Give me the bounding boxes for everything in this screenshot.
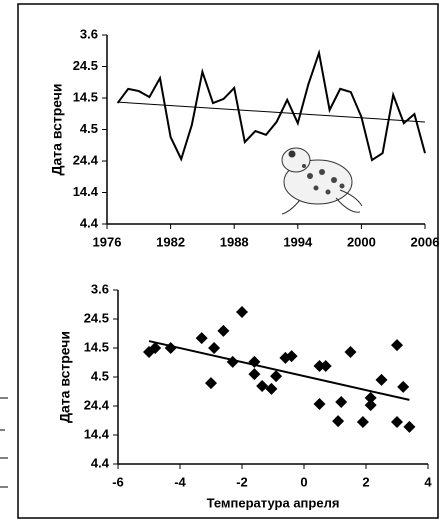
trend-line (117, 101, 426, 123)
data-line (116, 49, 426, 162)
y-tick-label: 4.4 (80, 215, 99, 230)
x-tick-label: -4 (174, 474, 186, 489)
x-tick-label: -6 (112, 474, 124, 489)
margin-marks (0, 397, 8, 488)
scatter-point (391, 415, 403, 428)
x-tick-label: 2 (362, 474, 369, 489)
y-tick-label: 24.4 (84, 397, 110, 412)
x-tick-label: 4 (424, 474, 432, 489)
x-tick-label: -2 (236, 474, 248, 489)
y-tick-label: 3.6 (91, 281, 109, 296)
x-tick-label: 1988 (220, 234, 249, 249)
scatter-point (270, 370, 283, 383)
frog-illustration (281, 147, 363, 215)
scatter-point (205, 377, 217, 390)
scatter-point (332, 415, 345, 428)
x-tick-label: 1982 (156, 234, 185, 249)
scatter-point (248, 355, 261, 368)
scatter-point (391, 339, 403, 352)
scatter-point (319, 359, 332, 372)
scatter-point (195, 332, 208, 345)
scatter-point (375, 373, 388, 386)
scatter-point (313, 397, 326, 410)
y-tick-label: 4.5 (80, 121, 98, 136)
scatter-point (208, 342, 221, 354)
scatter-point (285, 350, 298, 363)
y-tick-label: 14.4 (84, 426, 110, 441)
scatter-point (364, 399, 377, 412)
x-tick-label: 2006 (411, 234, 440, 249)
y-tick-label: 24.4 (73, 152, 99, 167)
scatter-point (248, 368, 261, 381)
scatter-point (313, 359, 326, 372)
x-tick-label: 0 (300, 474, 307, 489)
scatter-point (403, 420, 416, 433)
y-tick-label: 14.4 (73, 184, 99, 199)
scatter-point (364, 391, 377, 404)
y-tick-label: 14.5 (73, 89, 98, 104)
y-tick-label: 14.5 (84, 339, 109, 354)
scatter-point (149, 342, 162, 354)
x-tick-label: 1994 (283, 234, 313, 249)
frame (17, 3, 439, 519)
scatter-point (256, 379, 269, 392)
trend-line (148, 340, 410, 401)
scatter-point (397, 380, 410, 393)
scatter-point (265, 382, 278, 395)
scatter-point (164, 342, 177, 354)
x-axis-title: Температура апреля (207, 495, 340, 510)
y-axis-title: Дата встречи (57, 331, 73, 423)
x-tick-label: 1976 (93, 234, 122, 249)
scatter-point (335, 395, 348, 408)
y-tick-label: 4.5 (91, 368, 109, 383)
y-tick-label: 3.6 (80, 26, 98, 41)
scatter-point (217, 324, 230, 337)
x-tick-label: 2000 (347, 234, 376, 249)
y-tick-label: 24.5 (73, 58, 98, 73)
scatter-point (236, 306, 248, 319)
scatter-point (344, 346, 357, 359)
scatter-point (226, 355, 239, 368)
scatter-point (356, 415, 369, 428)
y-axis-title: Дата встречи (49, 84, 65, 176)
y-tick-label: 24.5 (84, 310, 109, 325)
y-tick-label: 4.4 (91, 455, 110, 470)
